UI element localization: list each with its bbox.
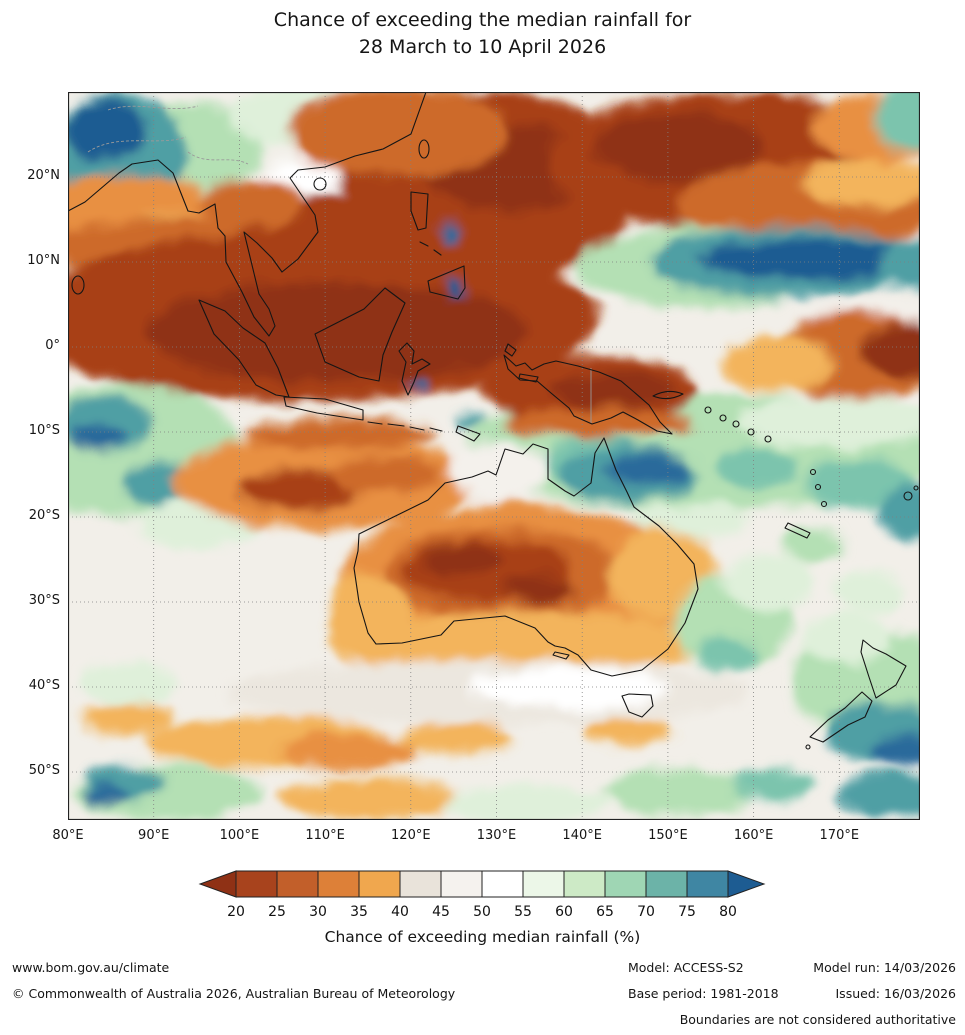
lat-tick-label: 30°S <box>28 593 60 608</box>
colorbar-tick-label: 70 <box>637 904 655 920</box>
colorbar-tick-label: 80 <box>719 904 737 920</box>
lon-tick-label: 160°E <box>733 828 774 843</box>
lat-tick-label: 10°S <box>28 423 60 438</box>
colorbar-tick-label: 40 <box>391 904 409 920</box>
lon-tick-label: 150°E <box>648 828 688 843</box>
lat-tick-label: 20°N <box>27 168 60 183</box>
colorbar-tick-label: 75 <box>678 904 696 920</box>
lat-tick-label: 10°N <box>27 253 60 268</box>
colorbar-segment <box>358 870 401 898</box>
colorbar-title: Chance of exceeding median rainfall (%) <box>324 928 641 946</box>
graticule <box>68 92 920 820</box>
colorbar-tick-label: 50 <box>473 904 491 920</box>
country-borders-layer <box>87 105 592 424</box>
colorbar-tick-label: 35 <box>350 904 368 920</box>
lat-tick-label: 40°S <box>28 678 60 693</box>
lon-tick-label: 80°E <box>52 828 84 843</box>
footer-disclaimer: Boundaries are not considered authoritat… <box>679 1012 956 1027</box>
colorbar-segment <box>563 870 606 898</box>
colorbar-segment <box>399 870 442 898</box>
colorbar-segment <box>481 870 524 898</box>
colorbar-right-arrow <box>727 870 766 898</box>
colorbar-tick-label: 30 <box>309 904 327 920</box>
colorbar-segment <box>440 870 483 898</box>
colorbar-tick-label: 65 <box>596 904 614 920</box>
lon-tick-label: 130°E <box>476 828 517 843</box>
footer-issued: Issued: 16/03/2026 <box>835 986 957 1001</box>
lon-tick-label: 110°E <box>305 828 345 843</box>
colorbar-tick-label: 55 <box>514 904 532 920</box>
colorbar-segment <box>235 870 278 898</box>
colorbar-segment <box>317 870 360 898</box>
lon-tick-label: 120°E <box>391 828 431 843</box>
lon-tick-label: 140°E <box>562 828 602 843</box>
colorbar-tick-label: 20 <box>227 904 245 920</box>
lon-tick-label: 100°E <box>219 828 260 843</box>
lat-tick-label: 0° <box>45 338 60 353</box>
title-line-2: 28 March to 10 April 2026 <box>358 36 607 58</box>
probability-field <box>68 92 920 820</box>
footer-website: www.bom.gov.au/climate <box>12 960 170 975</box>
colorbar-tick-label: 60 <box>555 904 573 920</box>
footer-copyright: © Commonwealth of Australia 2026, Austra… <box>12 986 456 1001</box>
page-title: Chance of exceeding the median rainfall … <box>0 7 965 61</box>
colorbar-svg: 20 25 30 35 40 45 50 55 60 65 70 75 80 <box>198 870 766 920</box>
colorbar-segment <box>522 870 565 898</box>
lon-tick-label: 170°E <box>819 828 860 843</box>
colorbar: 20 25 30 35 40 45 50 55 60 65 70 75 80 <box>198 870 766 927</box>
coastlines-layer <box>68 92 919 750</box>
lat-tick-label: 50°S <box>28 763 60 778</box>
lat-tick-label: 20°S <box>28 508 60 523</box>
map-border <box>68 92 920 820</box>
colorbar-left-arrow <box>198 870 237 898</box>
colorbar-segment <box>276 870 319 898</box>
colorbar-tick-label: 25 <box>268 904 286 920</box>
colorbar-segment <box>604 870 647 898</box>
colorbar-tick-label: 45 <box>432 904 450 920</box>
lon-tick-label: 90°E <box>138 828 170 843</box>
colorbar-segment <box>686 870 729 898</box>
footer-base-period: Base period: 1981-2018 <box>628 986 779 1001</box>
rainfall-probability-map <box>68 92 920 820</box>
map-area <box>68 92 920 820</box>
footer-model: Model: ACCESS-S2 <box>628 960 744 975</box>
colorbar-segment <box>645 870 688 898</box>
title-line-1: Chance of exceeding the median rainfall … <box>273 9 692 31</box>
footer-model-run: Model run: 14/03/2026 <box>813 960 956 975</box>
